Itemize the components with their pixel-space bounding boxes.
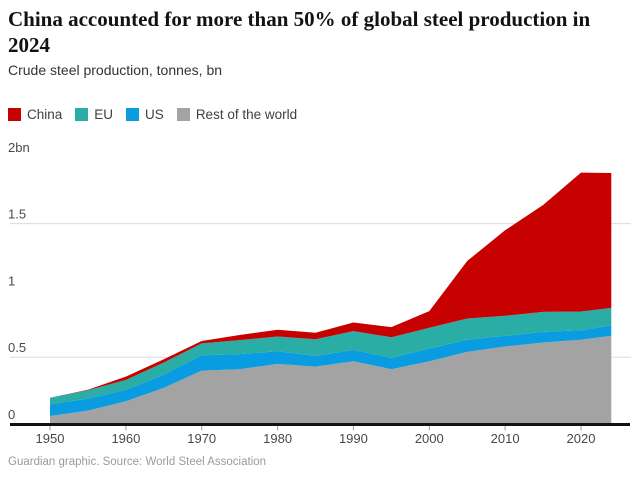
rest-of-the-world-swatch-icon <box>176 108 190 121</box>
y-axis-label-1: 1 <box>8 273 15 288</box>
x-axis-label-1950: 1950 <box>36 431 65 446</box>
stacked-area-chart: 1950 1960 1970 1980 1990 2000 2010 2020 0 0.5 1 1.5… <box>8 140 631 446</box>
x-axis-label-1970: 1970 <box>187 431 216 446</box>
x-axis-label-1960: 1960 <box>111 431 140 446</box>
eu-swatch-icon <box>75 108 89 121</box>
legend-item-us: US <box>126 107 164 122</box>
legend-item-china: China <box>8 107 62 122</box>
y-axis-label-2: 2bn <box>8 140 30 155</box>
legend-item-eu: EU <box>75 107 113 122</box>
chart-title: China accounted for more than 50% of glo… <box>8 7 591 57</box>
area-us <box>50 325 612 416</box>
legend-label: US <box>145 107 164 122</box>
y-axis-label-1.5: 1.5 <box>8 207 26 222</box>
legend-label: EU <box>94 107 114 122</box>
legend-label: Rest of the world <box>195 107 298 122</box>
y-axis-label-0: 0 <box>8 407 15 422</box>
footer-credit: Guardian graphic. Source: World Steel As… <box>8 456 267 468</box>
x-axis-label-2000: 2000 <box>415 431 444 446</box>
x-axis-label-1980: 1980 <box>263 431 292 446</box>
area-rest-of-the-world <box>50 335 612 424</box>
y-axis-label-0.5: 0.5 <box>8 340 26 355</box>
x-axis-label-2020: 2020 <box>567 431 596 446</box>
chart-subtitle: Crude steel production, tonnes, bn <box>8 62 223 78</box>
legend: China EU US Rest of the world <box>8 107 297 122</box>
x-axis-line <box>10 423 630 426</box>
area-china <box>50 172 612 398</box>
x-axis-label-2010: 2010 <box>491 431 520 446</box>
legend-item-rest-of-the-world: Rest of the world <box>176 107 298 122</box>
x-axis-label-1990: 1990 <box>339 431 368 446</box>
area-eu <box>50 307 612 405</box>
china-swatch-icon <box>8 108 21 121</box>
us-swatch-icon <box>126 108 140 121</box>
legend-label: China <box>27 107 63 122</box>
